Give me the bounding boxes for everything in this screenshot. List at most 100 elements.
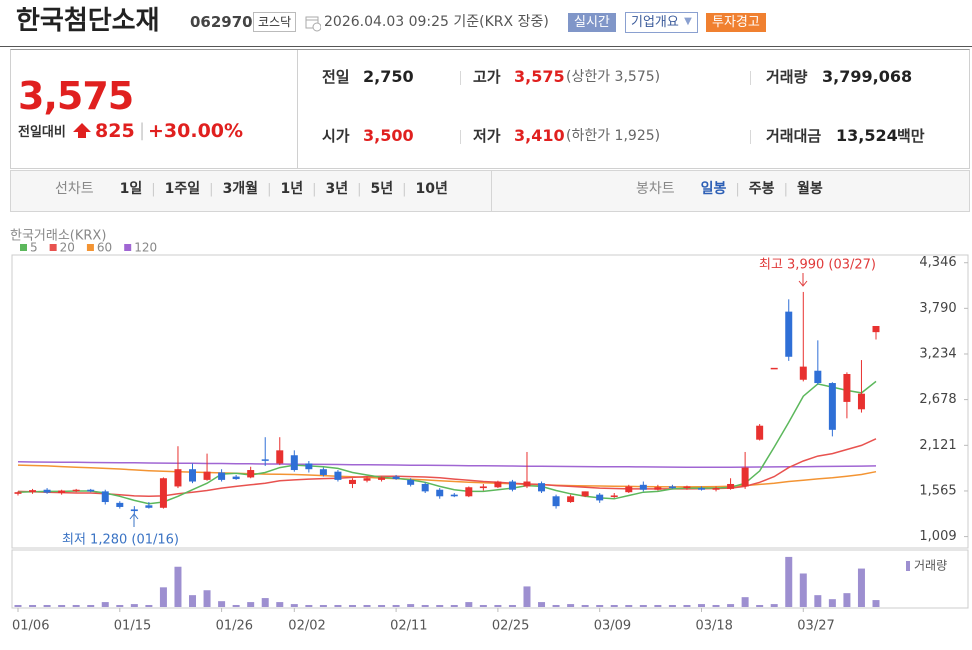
info-value: 3,500 [363,126,414,145]
info-note: (상한가 3,575) [566,69,661,85]
x-tick-label: 02/25 [492,619,529,634]
change-rate: +30.00% [148,120,244,142]
volume-bar [508,604,516,607]
volume-bar [43,604,51,607]
volume-bar [639,604,647,607]
period-tab[interactable]: 3년 [325,181,349,197]
x-tick-label: 01/26 [216,619,253,634]
y-tick-label: 3,234 [919,346,956,361]
volume-bar [727,604,735,607]
volume-bar [334,604,342,607]
candle-body [218,472,226,480]
candle-body [538,483,546,492]
candle-body [407,479,415,485]
market-badge: 코스닥 [253,12,297,32]
current-price: 3,575 [18,74,134,118]
candle-body [785,311,793,357]
x-tick-label: 02/02 [288,619,325,634]
candle-body [814,370,822,384]
volume-bar [668,604,676,607]
tab-separator: | [402,181,407,197]
x-tick-label: 03/27 [797,619,834,634]
tab-separator: | [312,181,317,197]
candle-body [712,488,720,490]
volume-legend-swatch [906,561,910,571]
period-tab[interactable]: 1일 [119,181,143,197]
warning-button[interactable]: 투자경고 [706,13,766,32]
volume-bar [872,600,880,607]
header-rule [0,46,972,47]
calendar-icon [305,16,321,32]
candle-body [378,477,386,480]
candle-body [334,471,342,480]
candle-body [101,491,109,503]
separator [750,71,751,85]
period-tabs [10,170,970,212]
y-tick-label: 1,009 [919,529,956,544]
volume-bar [581,604,589,607]
period-tab[interactable]: 5년 [370,181,394,197]
line-tabs: 선차트 1일 | 1주일 | 3개월 | 1년 | 3년 | 5년 | 10년 [55,182,448,196]
period-tab[interactable]: 주봉 [748,181,775,197]
info-box [296,49,970,169]
y-tick-label: 2,678 [919,392,956,407]
volume-bar [436,604,444,607]
legend-swatch [20,244,27,251]
candle-body [610,495,618,497]
company-button-label: 기업개요 [631,15,679,30]
info-label: 저가 [473,127,501,145]
volume-bar [261,598,269,607]
volume-bar [596,604,604,607]
change-label: 전일대비 [18,125,66,140]
y-tick-label: 4,346 [919,255,956,270]
volume-bar [145,604,153,607]
candle-body [261,459,269,461]
volume-bar [857,568,865,607]
legend-swatch [86,244,94,251]
volume-bar [276,602,284,607]
period-tab[interactable]: 10년 [415,181,448,197]
volume-bar [799,573,807,607]
volume-bar [494,604,502,607]
candle-body [145,505,153,508]
candle-body [159,478,167,508]
period-tab[interactable]: 3개월 [222,181,259,197]
info-unit: 백만 [897,127,925,145]
annotation-high: 최고 3,990 (03/27) [759,258,876,273]
candle-body [552,496,560,507]
volume-bar [538,602,546,607]
candle-body [174,469,182,487]
legend-label: 120 [134,241,157,255]
candle-body [639,484,647,490]
volume-bar [479,604,487,607]
period-tab[interactable]: 1년 [280,181,304,197]
divider: | [139,120,146,141]
candle-body [756,425,764,440]
volume-bar [189,595,197,607]
period-tab[interactable]: 월봉 [796,181,823,197]
volume-bar [72,604,80,607]
volume-bar [625,604,633,607]
candle-body [479,486,487,489]
period-tab[interactable]: 일봉 [700,181,727,197]
candle-body [305,463,313,470]
tab-group-label: 선차트 [55,181,94,197]
realtime-button[interactable]: 실시간 [568,13,616,32]
candle-body [43,489,51,493]
candle-body [799,366,807,380]
legend-swatch [49,244,57,251]
volume-bar [712,604,720,607]
tab-separator: | [735,181,740,197]
candle-body [247,470,255,478]
volume-bar [247,602,255,607]
candle-body [392,476,400,480]
separator [460,71,461,85]
candle-body [58,490,66,494]
period-tab[interactable]: 1주일 [164,181,201,197]
candle-body [857,393,865,410]
separator [750,130,751,144]
change-amount: 825 [95,120,135,142]
company-button[interactable]: 기업개요 ▼ [625,12,698,33]
candle-body [29,490,37,493]
